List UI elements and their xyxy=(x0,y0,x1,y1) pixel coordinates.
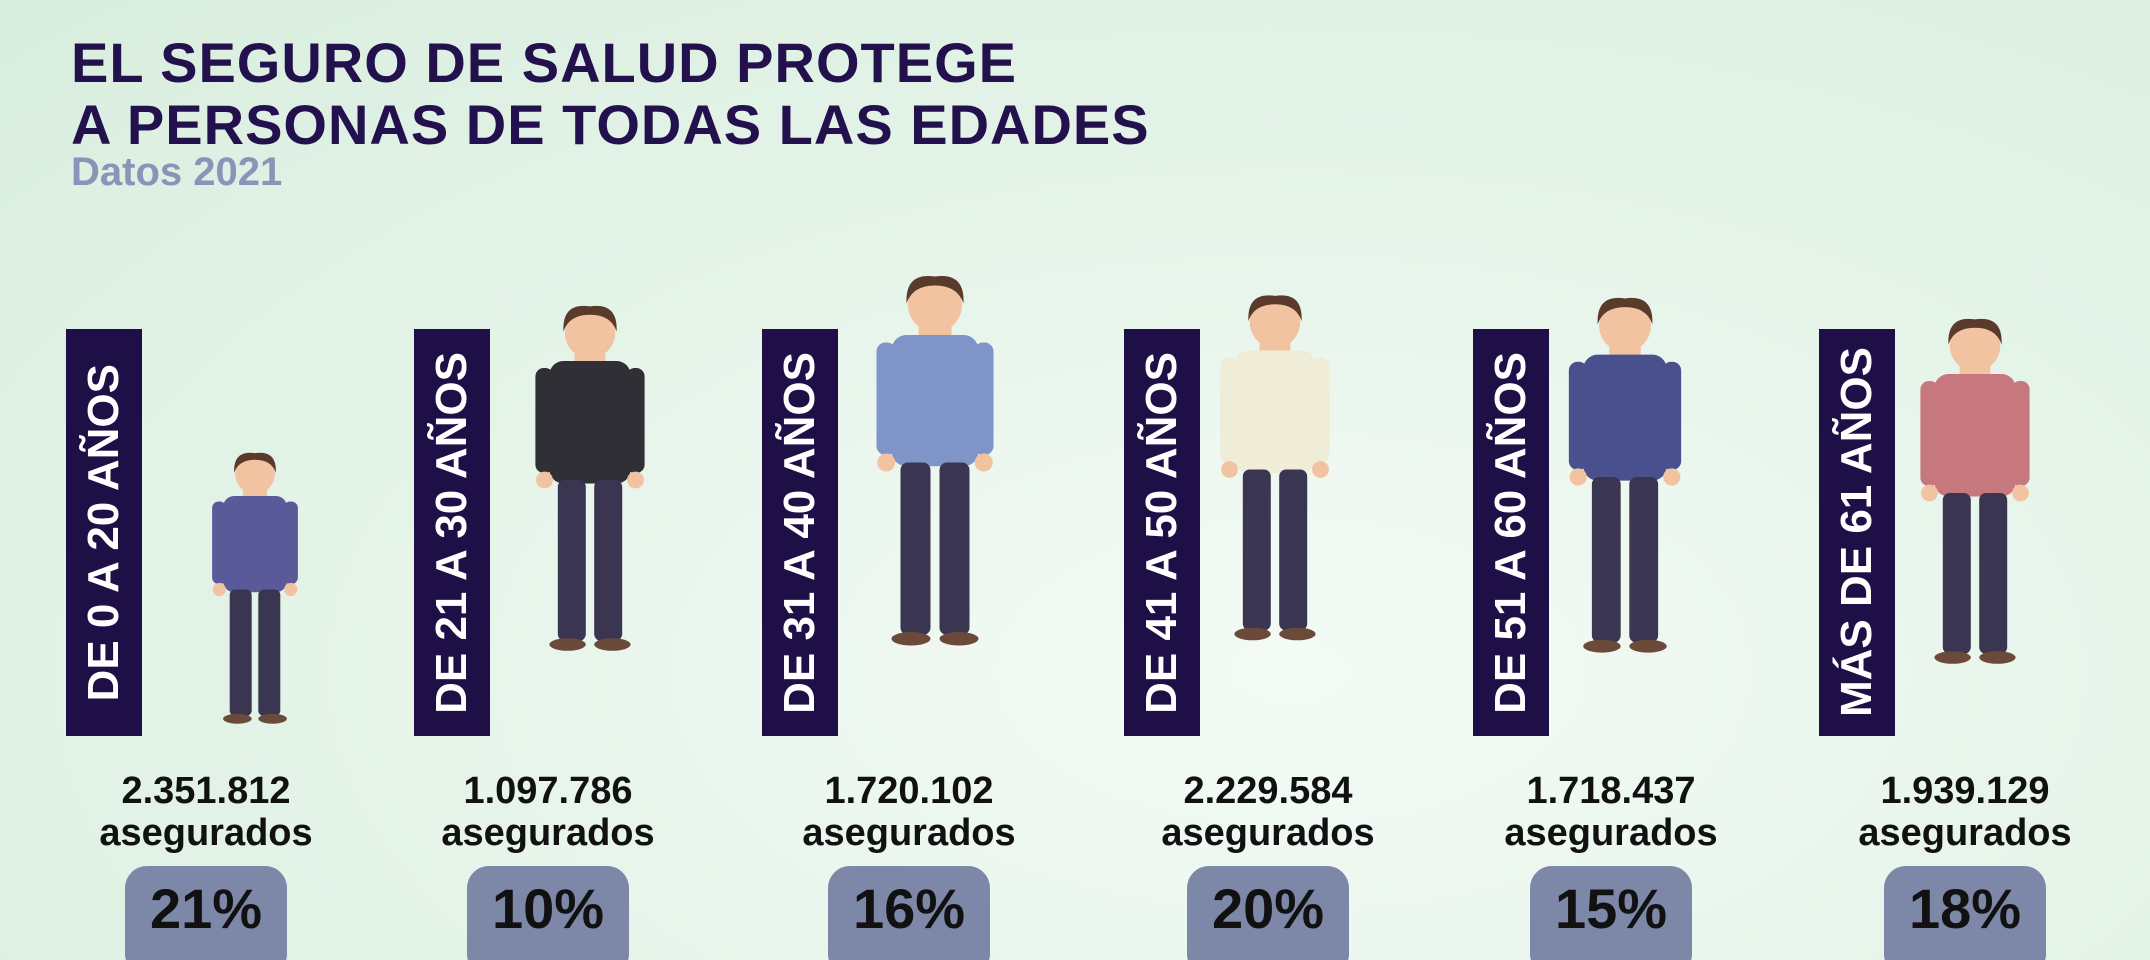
age-label: DE 21 A 30 AÑOS xyxy=(427,351,476,714)
percent-pill: 20% xyxy=(1187,866,1349,960)
insured-unit: asegurados xyxy=(99,812,313,854)
figure-senior-woman xyxy=(1920,318,2030,664)
figure-child xyxy=(212,452,298,724)
age-label-box: DE 41 A 50 AÑOS xyxy=(1124,329,1200,736)
age-label-box: DE 21 A 30 AÑOS xyxy=(414,329,490,736)
figure-older-man xyxy=(1568,297,1682,653)
age-label-box: DE 51 A 60 AÑOS xyxy=(1473,329,1549,736)
percent-pill: 16% xyxy=(828,866,990,960)
insured-unit: asegurados xyxy=(802,812,1016,854)
title: A PERSONAS DE TODAS LAS EDADES xyxy=(71,93,1150,156)
percent-pill: 10% xyxy=(467,866,629,960)
age-label-box: MÁS DE 61 AÑOS xyxy=(1819,329,1895,736)
percent: 15% xyxy=(1554,877,1668,940)
title: EL SEGURO DE SALUD PROTEGE xyxy=(71,31,1017,94)
figure-man xyxy=(876,275,994,646)
age-label: DE 31 A 40 AÑOS xyxy=(775,351,824,714)
insured-count: 2.229.584 xyxy=(1183,770,1353,812)
figure-young-woman xyxy=(535,305,645,651)
subtitle: Datos 2021 xyxy=(71,150,283,194)
percent: 16% xyxy=(852,877,966,940)
age-label: MÁS DE 61 AÑOS xyxy=(1832,347,1881,718)
age-label: DE 0 A 20 AÑOS xyxy=(79,363,128,702)
percent: 21% xyxy=(149,877,263,940)
age-label: DE 41 A 50 AÑOS xyxy=(1137,351,1186,714)
percent-pill: 18% xyxy=(1884,866,2046,960)
insured-count: 1.939.129 xyxy=(1880,770,2050,812)
percent: 10% xyxy=(491,877,605,940)
insured-unit: asegurados xyxy=(1858,812,2072,854)
insured-unit: asegurados xyxy=(1161,812,1375,854)
percent: 20% xyxy=(1211,877,1325,940)
insured-count: 2.351.812 xyxy=(121,770,291,812)
percent: 18% xyxy=(1908,877,2022,940)
insured-count: 1.720.102 xyxy=(824,770,994,812)
insured-unit: asegurados xyxy=(441,812,655,854)
insured-count: 1.718.437 xyxy=(1526,770,1696,812)
age-label-box: DE 0 A 20 AÑOS xyxy=(66,329,142,736)
percent-pill: 15% xyxy=(1530,866,1692,960)
age-label: DE 51 A 60 AÑOS xyxy=(1486,351,1535,714)
age-label-box: DE 31 A 40 AÑOS xyxy=(762,329,838,736)
insured-unit: asegurados xyxy=(1504,812,1718,854)
figure-woman xyxy=(1220,295,1330,641)
percent-pill: 21% xyxy=(125,866,287,960)
insured-count: 1.097.786 xyxy=(463,770,633,812)
